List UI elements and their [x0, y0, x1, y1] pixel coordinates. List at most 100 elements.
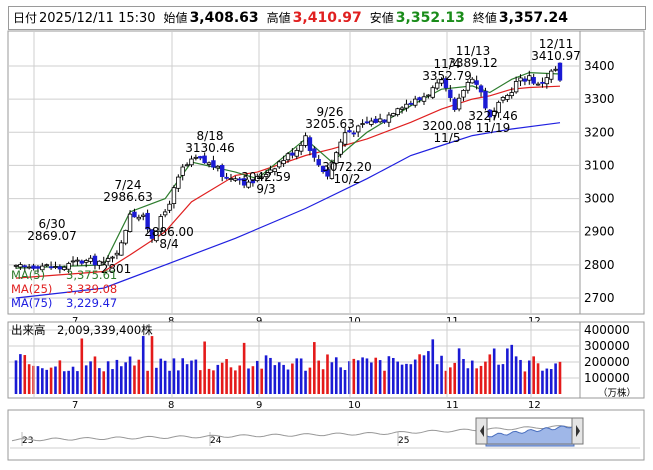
annotation-value: 2986.63 [103, 190, 153, 204]
chevron-right-icon [576, 425, 580, 437]
candlestick [233, 178, 238, 181]
candlestick [31, 265, 36, 269]
candlestick [272, 168, 278, 172]
high-value: 3,410.97 [292, 10, 362, 26]
candlestick [167, 203, 172, 211]
price-summary-bar: 日付 2025/12/11 15:30 始値 3,408.63 高値 3,410.97 安値… [8, 6, 646, 30]
volume-tick-label: 300000 [584, 339, 630, 353]
candlestick [141, 214, 146, 217]
price-tick-label: 3200 [584, 125, 615, 139]
low-label: 安値 [369, 11, 394, 25]
annotation-value: 3072.20 [322, 160, 372, 174]
volume-bar [251, 366, 255, 394]
candlestick [448, 89, 453, 98]
candlestick [347, 130, 352, 133]
volume-bar [177, 370, 180, 394]
volume-bar [295, 358, 299, 394]
candlestick [154, 231, 159, 242]
annotation-date: 12/11 [539, 37, 574, 51]
candlestick [360, 123, 365, 125]
navigator-year-label: 24 [210, 436, 222, 446]
volume-bar [492, 348, 496, 394]
candlestick [329, 161, 335, 179]
volume-bar [203, 341, 206, 394]
annotation-value: 3352.79 [422, 69, 472, 83]
candlestick [149, 229, 155, 239]
candlestick [316, 159, 321, 166]
volume-bar [330, 362, 334, 394]
volume-bar [409, 364, 413, 394]
open-value: 3,408.63 [189, 10, 259, 26]
volume-bar [396, 361, 399, 394]
candlestick [417, 97, 422, 101]
volume-bar [260, 368, 263, 394]
candlestick [132, 211, 137, 218]
candlestick [544, 77, 550, 85]
candlestick [48, 266, 54, 269]
candlestick [369, 120, 374, 125]
candlestick [136, 216, 142, 220]
navigator-year-label: 25 [398, 436, 409, 446]
volume-bar [181, 358, 185, 394]
candlestick [246, 181, 251, 188]
volume-bar [255, 360, 259, 394]
candlestick [110, 256, 115, 259]
candlestick [505, 94, 510, 100]
volume-bar [527, 360, 531, 394]
volume-bar [225, 359, 228, 394]
candlestick [377, 118, 383, 123]
candlestick [413, 98, 418, 106]
volume-bar [453, 362, 457, 394]
candlestick [522, 78, 528, 82]
candlestick [290, 152, 295, 156]
candlestick [162, 211, 168, 216]
volume-bar [84, 365, 88, 394]
volume-bar [185, 364, 189, 394]
volume-bar [501, 364, 505, 394]
volume-bar [54, 366, 57, 394]
volume-bar [418, 354, 421, 394]
volume-bar [326, 354, 329, 394]
volume-bar [462, 358, 465, 394]
volume-bar [23, 355, 27, 394]
candlestick [364, 121, 370, 124]
volume-bar [93, 356, 97, 394]
volume-bar [80, 338, 84, 394]
volume-bar [111, 369, 114, 394]
volume-month-label: 10 [348, 400, 361, 411]
volume-bar [41, 368, 44, 394]
candlestick [483, 90, 488, 109]
volume-bar [440, 355, 443, 394]
volume-bar [286, 369, 290, 394]
ma25-line [15, 85, 561, 279]
volume-bar [273, 365, 277, 394]
volume-bar [168, 370, 171, 394]
volume-tick-label: 100000 [584, 371, 630, 385]
candlestick [198, 156, 203, 159]
candlestick [430, 87, 435, 98]
candlestick [40, 265, 45, 271]
candlestick [456, 97, 462, 110]
close-label: 終値 [472, 11, 497, 25]
candlestick [193, 156, 199, 159]
volume-bar [62, 371, 66, 394]
candlestick [395, 108, 400, 115]
candlestick [474, 80, 479, 85]
volume-bar [457, 348, 461, 394]
volume-bar [242, 342, 246, 394]
candlestick [399, 107, 405, 110]
candlestick [373, 118, 378, 123]
candlestick [224, 176, 229, 179]
volume-bar [356, 360, 360, 394]
volume-bar [212, 370, 215, 394]
candlestick [211, 160, 216, 168]
candlestick [408, 102, 414, 105]
volume-bar [374, 357, 378, 394]
annotation-date: 11/4 [434, 57, 461, 71]
volume-bar [150, 336, 154, 394]
volume-bar [299, 358, 303, 394]
candlestick [119, 242, 124, 256]
volume-bar [58, 360, 62, 394]
candlestick [101, 261, 106, 264]
